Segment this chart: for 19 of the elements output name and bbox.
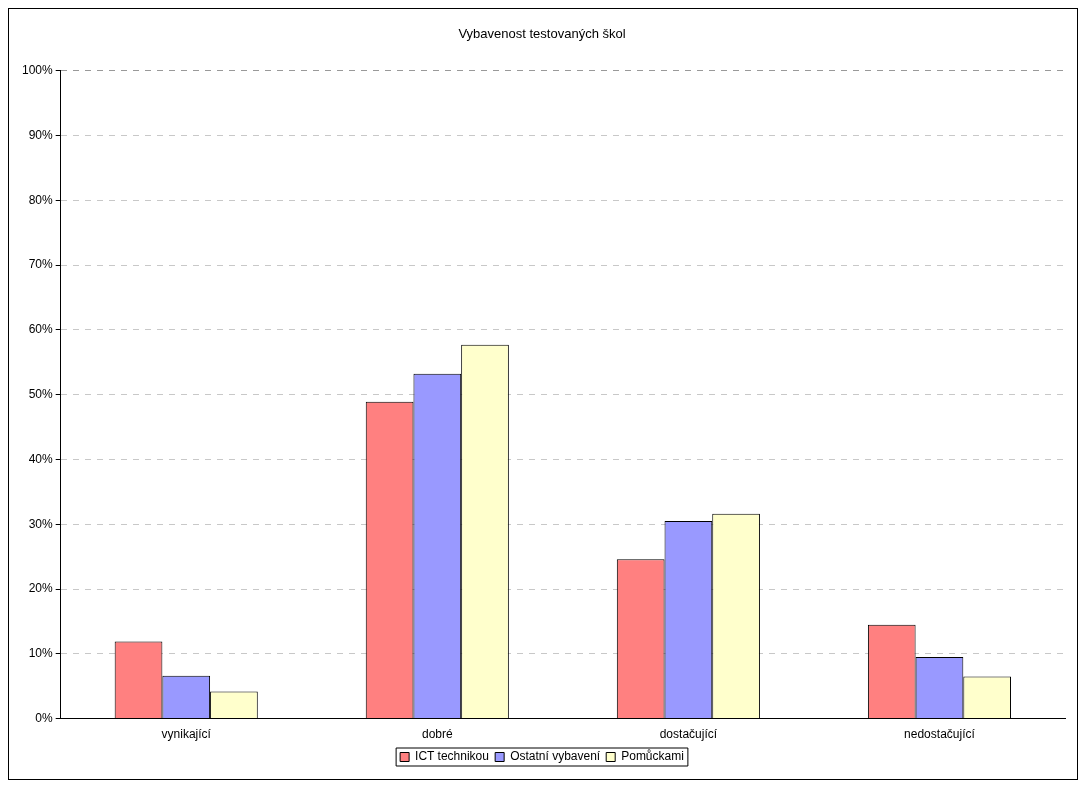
- y-tick-label: 80%: [28, 192, 54, 207]
- legend-label: Ostatní vybavení: [510, 749, 601, 764]
- y-tick-label: 90%: [28, 127, 54, 142]
- y-tick-label: 60%: [28, 322, 54, 337]
- x-tick-label: nedostačující: [904, 727, 976, 742]
- legend-label: ICT technikou: [415, 749, 489, 764]
- x-tick-label: vynikající: [161, 727, 212, 742]
- legend-label: Pomůckami: [621, 749, 684, 764]
- y-tick-label: 10%: [28, 646, 54, 661]
- y-tick-label: 0%: [35, 710, 54, 725]
- x-tick-label: dostačující: [659, 727, 718, 742]
- y-tick-label: 30%: [28, 516, 54, 531]
- x-tick-label: dobré: [421, 727, 453, 742]
- y-tick-label: 40%: [28, 451, 54, 466]
- y-tick-label: 50%: [28, 386, 54, 401]
- y-tick-label: 70%: [28, 257, 54, 272]
- chart-title: Vybavenost testovaných škol: [458, 26, 626, 42]
- y-tick-label: 20%: [28, 581, 54, 596]
- y-tick-label: 100%: [21, 62, 54, 77]
